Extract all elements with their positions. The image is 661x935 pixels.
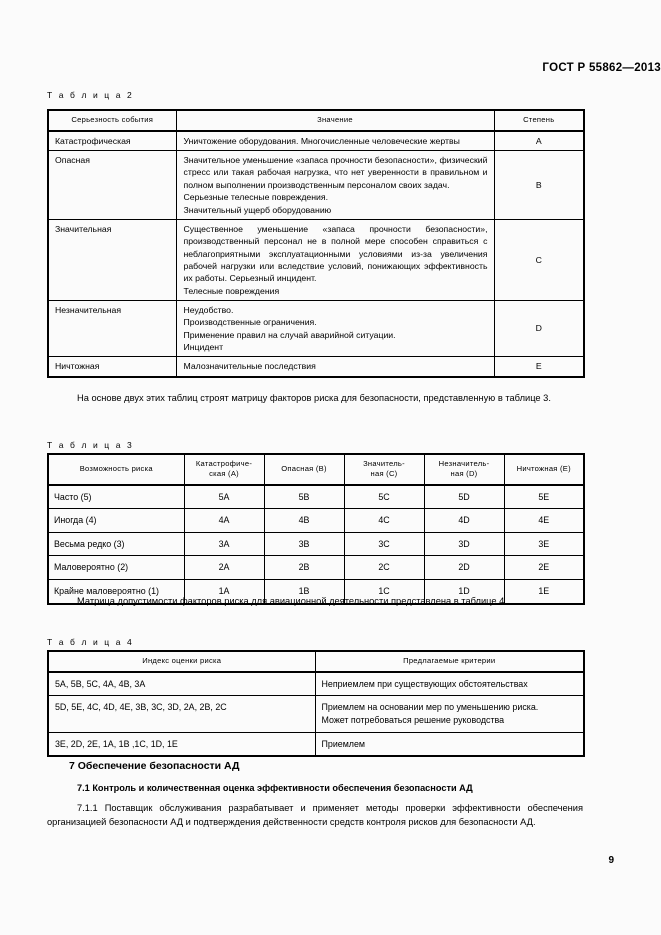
table3-wrapper: Возможность риска Катастрофиче- ская (A)…: [47, 453, 585, 605]
table-row: Ничтожная Малозначительные последствия E: [47, 356, 585, 378]
table-row: Иногда (4) 4A 4B 4C 4D 4E: [47, 508, 585, 533]
severity-description: Малозначительные последствия: [175, 356, 495, 378]
risk-index-cell: 4D: [423, 508, 505, 533]
table-row: Часто (5) 5A 5B 5C 5D 5E: [47, 483, 585, 510]
table2-header-row: Серьезность события Значение Степень: [47, 109, 585, 132]
severity-degree: D: [493, 299, 585, 358]
risk-index-cell: 4E: [503, 508, 585, 533]
table4-caption: Т а б л и ц а 4: [47, 637, 134, 647]
risk-index-cell: 5E: [503, 483, 585, 510]
risk-index-cell: 3B: [263, 531, 345, 557]
table2-caption: Т а б л и ц а 2: [47, 90, 134, 100]
severity-description: Значительное уменьшение «запаса прочност…: [175, 150, 495, 220]
risk-index-cell: 4B: [263, 508, 345, 533]
risk-criteria: Приемлем: [314, 731, 585, 758]
paragraph-after-table2: На основе двух этих таблиц строят матриц…: [77, 393, 551, 403]
risk-index-cell: 2C: [343, 555, 425, 581]
risk-index-cell: 1D: [423, 579, 505, 605]
risk-index-cell: 4C: [343, 508, 425, 533]
risk-acceptability-table: Индекс оценки риска Предлагаемые критери…: [47, 650, 585, 758]
table-row: Крайне маловероятно (1) 1A 1B 1C 1D 1E: [47, 579, 585, 605]
risk-index-cell: 2D: [423, 555, 505, 581]
severity-degree: A: [493, 130, 585, 152]
severity-name: Катастрофическая: [47, 130, 177, 152]
risk-index-cell: 1E: [503, 579, 585, 605]
risk-matrix-table: Возможность риска Катастрофиче- ская (A)…: [47, 453, 585, 605]
severity-degree: E: [493, 356, 585, 378]
risk-possibility-label: Часто (5): [47, 483, 185, 510]
section-heading: 7 Обеспечение безопасности АД: [69, 760, 240, 772]
table3-col-major: Значитель- ная (C): [343, 453, 425, 486]
paragraph-after-table3-wrapper: Матрица допустимости факторов риска для …: [47, 594, 583, 608]
table-row: Катастрофическая Уничтожение оборудовани…: [47, 130, 585, 152]
section-heading-wrapper: 7 Обеспечение безопасности АД: [47, 760, 583, 772]
paragraph-after-table2-wrapper: На основе двух этих таблиц строят матриц…: [47, 391, 583, 405]
table-row: Маловероятно (2) 2A 2B 2C 2D 2E: [47, 555, 585, 581]
risk-index-cell: 5D: [423, 483, 505, 510]
severity-name: Опасная: [47, 150, 177, 220]
risk-index-cell: 1C: [343, 579, 425, 605]
table-row: 3E, 2D, 2E, 1A, 1B ,1C, 1D, 1E Приемлем: [47, 731, 585, 758]
risk-index-cell: 5C: [343, 483, 425, 510]
table3-col-negligible: Ничтожная (E): [503, 453, 585, 486]
risk-index-cell: 2B: [263, 555, 345, 581]
table-row: Незначительная Неудобство. Производствен…: [47, 299, 585, 358]
risk-index-cell: 5A: [183, 483, 265, 510]
table-row: Опасная Значительное уменьшение «запаса …: [47, 150, 585, 220]
paragraph-after-table3: Матрица допустимости факторов риска для …: [77, 596, 507, 606]
table-row: 5D, 5E, 4C, 4D, 4E, 3B, 3C, 3D, 2A, 2B, …: [47, 695, 585, 733]
table4-header-row: Индекс оценки риска Предлагаемые критери…: [47, 650, 585, 673]
severity-description: Существенное уменьшение «запаса прочност…: [175, 218, 495, 301]
risk-index-cell: 2A: [183, 555, 265, 581]
page-number: 9: [608, 855, 614, 866]
severity-name: Значительная: [47, 218, 177, 301]
table-row: Значительная Существенное уменьшение «за…: [47, 218, 585, 301]
section-paragraph: 7.1.1 Поставщик обслуживания разрабатыва…: [47, 803, 583, 828]
section-paragraph-wrapper: 7.1.1 Поставщик обслуживания разрабатыва…: [47, 801, 583, 829]
risk-criteria: Приемлем на основании мер по уменьшению …: [314, 695, 585, 733]
table3-col-hazardous: Опасная (B): [263, 453, 345, 486]
table3-col-minor: Незначитель- ная (D): [423, 453, 505, 486]
table2-wrapper: Серьезность события Значение Степень Кат…: [47, 109, 585, 378]
severity-description: Неудобство. Производственные ограничения…: [175, 299, 495, 358]
table2-col-value: Значение: [175, 109, 495, 132]
table4-wrapper: Индекс оценки риска Предлагаемые критери…: [47, 650, 585, 758]
risk-index-list: 5D, 5E, 4C, 4D, 4E, 3B, 3C, 3D, 2A, 2B, …: [47, 695, 316, 733]
risk-index-cell: 5B: [263, 483, 345, 510]
risk-index-list: 5A, 5B, 5C, 4A, 4B, 3A: [47, 671, 316, 697]
risk-possibility-label: Иногда (4): [47, 508, 185, 533]
table2-col-severity: Серьезность события: [47, 109, 177, 132]
risk-possibility-label: Крайне маловероятно (1): [47, 579, 185, 605]
severity-degree: B: [493, 150, 585, 220]
risk-index-cell: 4A: [183, 508, 265, 533]
subsection-heading-wrapper: 7.1 Контроль и количественная оценка эфф…: [47, 783, 583, 793]
severity-degree: C: [493, 218, 585, 301]
risk-index-cell: 2E: [503, 555, 585, 581]
risk-index-cell: 3C: [343, 531, 425, 557]
severity-table: Серьезность события Значение Степень Кат…: [47, 109, 585, 378]
risk-possibility-label: Весьма редко (3): [47, 531, 185, 557]
document-header: ГОСТ Р 55862—2013: [542, 62, 661, 74]
risk-index-cell: 1B: [263, 579, 345, 605]
risk-possibility-label: Маловероятно (2): [47, 555, 185, 581]
severity-name: Ничтожная: [47, 356, 177, 378]
severity-description: Уничтожение оборудования. Многочисленные…: [175, 130, 495, 152]
risk-criteria: Неприемлем при существующих обстоятельст…: [314, 671, 585, 697]
risk-index-cell: 3E: [503, 531, 585, 557]
risk-index-list: 3E, 2D, 2E, 1A, 1B ,1C, 1D, 1E: [47, 731, 316, 758]
table-row: Весьма редко (3) 3A 3B 3C 3D 3E: [47, 531, 585, 557]
table3-header-row: Возможность риска Катастрофиче- ская (A)…: [47, 453, 585, 486]
table4-col-criteria: Предлагаемые критерии: [314, 650, 585, 673]
subsection-heading: 7.1 Контроль и количественная оценка эфф…: [77, 783, 473, 793]
risk-index-cell: 3D: [423, 531, 505, 557]
table3-caption: Т а б л и ц а 3: [47, 440, 134, 450]
table4-col-index: Индекс оценки риска: [47, 650, 316, 673]
table-row: 5A, 5B, 5C, 4A, 4B, 3A Неприемлем при су…: [47, 671, 585, 697]
table3-col-possibility: Возможность риска: [47, 453, 185, 486]
table2-col-degree: Степень: [493, 109, 585, 132]
table3-col-catastrophic: Катастрофиче- ская (A): [183, 453, 265, 486]
risk-index-cell: 3A: [183, 531, 265, 557]
severity-name: Незначительная: [47, 299, 177, 358]
